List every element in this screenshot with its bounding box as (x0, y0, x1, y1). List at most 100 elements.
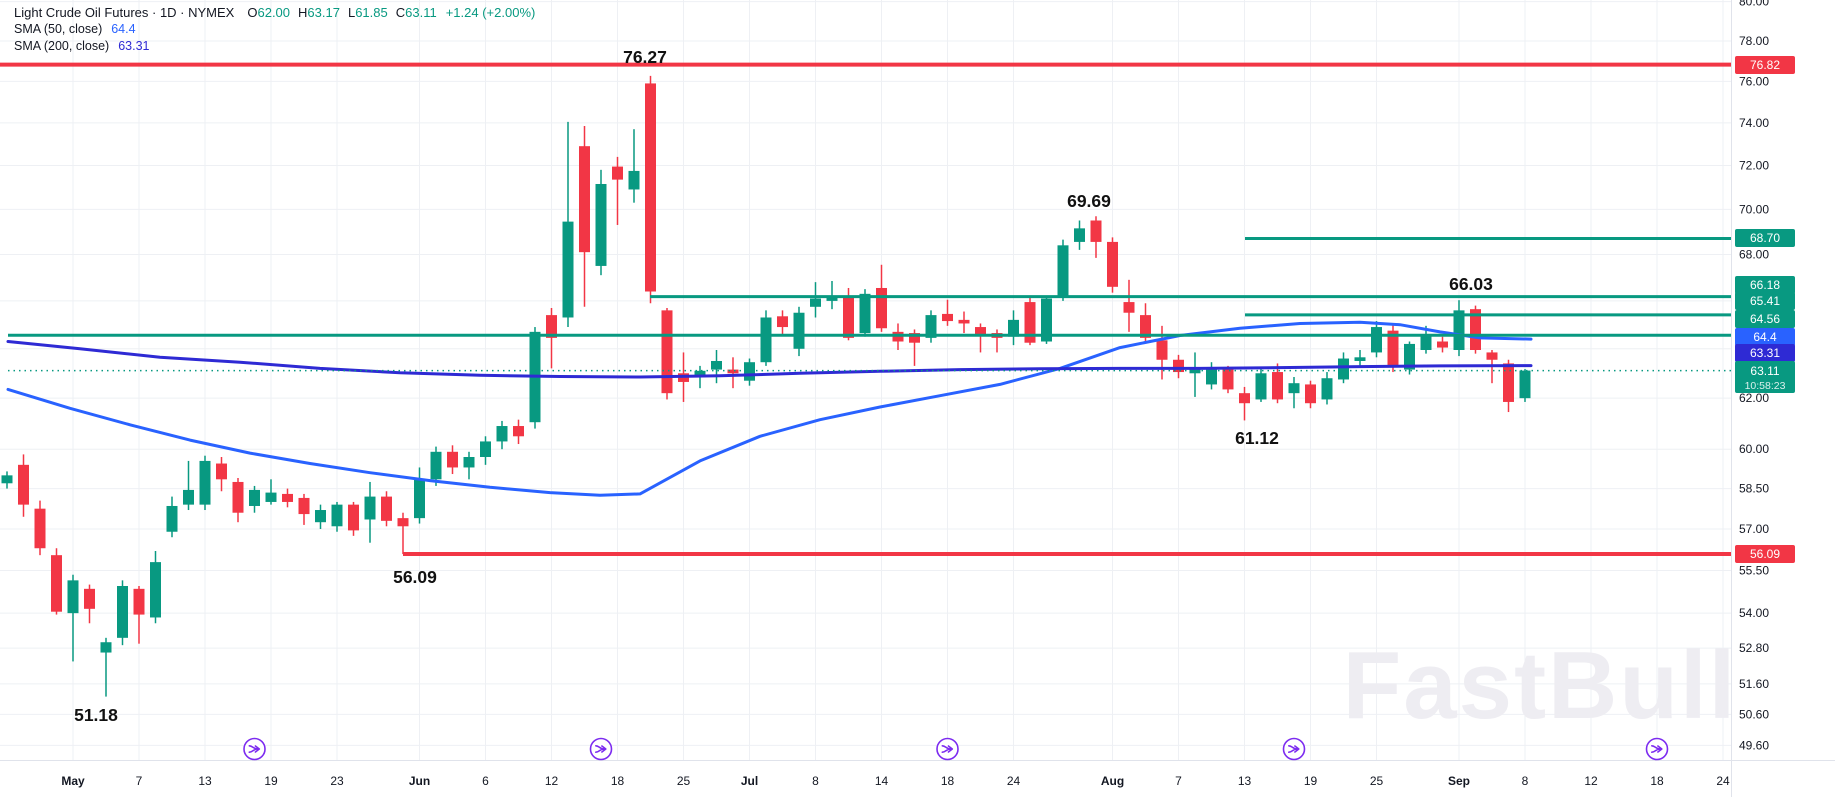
price-badge-bg (1735, 292, 1795, 310)
candle-body (315, 510, 326, 523)
candle (1503, 359, 1514, 413)
symbol-title[interactable]: Light Crude Oil Futures · 1D · NYMEX (14, 4, 235, 20)
sma50-line (6, 320, 1533, 497)
price-badge-value: 56.09 (1750, 547, 1780, 561)
time-axis[interactable] (0, 760, 1835, 797)
candle-body (843, 297, 854, 338)
candle (727, 357, 739, 389)
candle-body (249, 489, 260, 506)
candle-body (1156, 340, 1168, 360)
candle-body (1189, 368, 1201, 374)
price-tick-label: 49.60 (1739, 738, 1769, 752)
candle-body (348, 504, 359, 531)
candle (364, 481, 376, 543)
candle (133, 586, 145, 644)
candle-body (810, 298, 821, 307)
candle-body (595, 183, 607, 266)
price-tick-label: 62.00 (1739, 391, 1769, 405)
candle-body (958, 319, 970, 324)
candle (958, 311, 970, 334)
candle-body (1305, 384, 1316, 404)
indicator-row-sma50[interactable]: SMA (50, close) 64.4 (14, 21, 535, 37)
chart-legend: Light Crude Oil Futures · 1D · NYMEX O62… (14, 4, 535, 55)
candle-body (1437, 341, 1448, 348)
candle (529, 327, 541, 429)
candle-body (1519, 370, 1531, 399)
price-badge-bg (1735, 328, 1795, 346)
fast-forward-icon[interactable] (589, 737, 613, 761)
price-tick-label: 80.00 (1739, 0, 1769, 9)
fast-forward-icon[interactable] (243, 737, 266, 761)
candle (1404, 341, 1415, 375)
candle (183, 460, 194, 511)
time-tick-label: Jul (741, 774, 758, 788)
candle-body (67, 580, 79, 614)
candle (348, 501, 359, 536)
candle-body (150, 562, 161, 618)
candle-body (265, 492, 277, 502)
candle (1387, 324, 1399, 373)
candle (1041, 296, 1052, 344)
candle (1470, 305, 1481, 354)
candle-body (826, 296, 838, 301)
high-label: H (298, 4, 308, 20)
candle (447, 445, 458, 475)
candle-body (199, 460, 211, 505)
fast-forward-icon[interactable] (1282, 737, 1306, 761)
price-badge-value: 65.41 (1750, 294, 1780, 308)
candle (249, 485, 260, 513)
candle-body (133, 588, 145, 615)
price-axis[interactable] (1733, 0, 1835, 760)
price-badge-bg (1735, 545, 1795, 563)
indicator-row-sma200[interactable]: SMA (200, close) 63.31 (14, 38, 535, 54)
time-tick-label: 19 (1304, 774, 1318, 788)
candle-body (612, 166, 623, 180)
candle (760, 310, 772, 366)
price-tick-label: 52.80 (1739, 641, 1769, 655)
price-badge-68.70: 68.70 (1735, 229, 1795, 247)
candle-body (216, 463, 227, 480)
candle (892, 323, 904, 350)
candle-body (84, 588, 95, 609)
price-badge-value: 64.56 (1750, 312, 1780, 326)
candle-body (645, 83, 656, 292)
candle (777, 310, 788, 335)
fast-forward-arrow (1651, 745, 1663, 753)
candle (810, 282, 821, 318)
candle (1255, 367, 1267, 402)
candle (496, 420, 508, 450)
candle-body (711, 360, 722, 370)
candle (793, 306, 805, 357)
price-badge-bg (1735, 344, 1795, 362)
fast-forward-icon[interactable] (936, 737, 959, 761)
candle-body (1371, 327, 1382, 353)
time-tick-label: 8 (812, 774, 819, 788)
time-tick-label: 18 (611, 774, 625, 788)
time-tick-label: 25 (677, 774, 691, 788)
candle (1206, 362, 1217, 390)
candle-body (1470, 309, 1481, 350)
time-tick-label: 14 (875, 774, 889, 788)
price-annotation: 51.18 (74, 705, 118, 725)
candle-body (760, 317, 772, 363)
time-tick-label: Aug (1101, 774, 1124, 788)
candle (381, 491, 392, 527)
candle (513, 419, 524, 445)
candle (34, 500, 46, 556)
price-tick-label: 68.00 (1739, 247, 1769, 261)
candle (1189, 352, 1201, 397)
price-badge-value: 64.4 (1753, 330, 1777, 344)
price-annotation: 69.69 (1067, 191, 1111, 211)
candle-body (1321, 378, 1333, 400)
time-tick-label: 18 (1650, 774, 1664, 788)
symbol-row[interactable]: Light Crude Oil Futures · 1D · NYMEX O62… (14, 4, 535, 20)
candle (1, 471, 13, 489)
fast-forward-icon[interactable] (1645, 737, 1669, 761)
candle-body (1, 475, 13, 484)
candle (282, 488, 293, 508)
candle (166, 496, 178, 538)
candle (414, 467, 425, 524)
candle-body (1486, 352, 1498, 360)
candle (612, 156, 623, 225)
